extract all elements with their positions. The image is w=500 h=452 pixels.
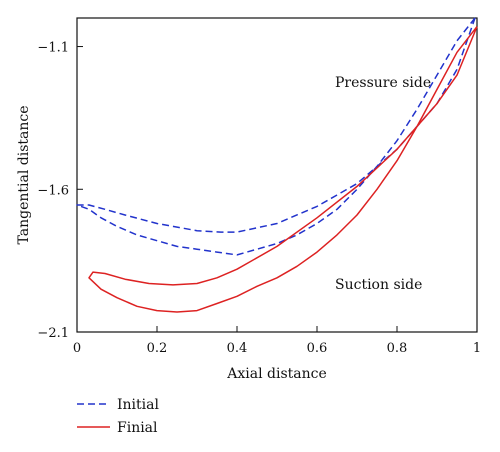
x-axis-title: Axial distance [226, 366, 327, 382]
y-tick-label: −2.1 [37, 326, 69, 341]
x-tick-label: 0.8 [387, 341, 408, 356]
legend-label-initial: Initial [117, 397, 159, 413]
series-line-finial [88, 26, 478, 313]
ticks-layer: 0 0.2 0.4 0.6 0.8 1 −1.1 −1.6 −2.1 [37, 41, 481, 356]
y-tick-label: −1.1 [37, 41, 69, 56]
x-tick-label: 0 [73, 341, 81, 356]
x-tick-label: 1 [473, 341, 481, 356]
annotation-pressure-side: Pressure side [335, 75, 431, 91]
legend: Initial Finial [77, 397, 159, 436]
x-tick-label: 0.4 [227, 341, 248, 356]
series-line-initial [76, 17, 476, 256]
y-axis-title: Tangential distance [16, 106, 32, 245]
annotation-suction-side: Suction side [335, 277, 422, 293]
plot-frame [76, 17, 478, 333]
y-tick-label: −1.6 [37, 183, 69, 198]
legend-label-finial: Finial [117, 420, 158, 436]
series-layer [76, 17, 478, 313]
x-tick-label: 0.6 [307, 341, 328, 356]
x-tick-label: 0.2 [147, 341, 168, 356]
